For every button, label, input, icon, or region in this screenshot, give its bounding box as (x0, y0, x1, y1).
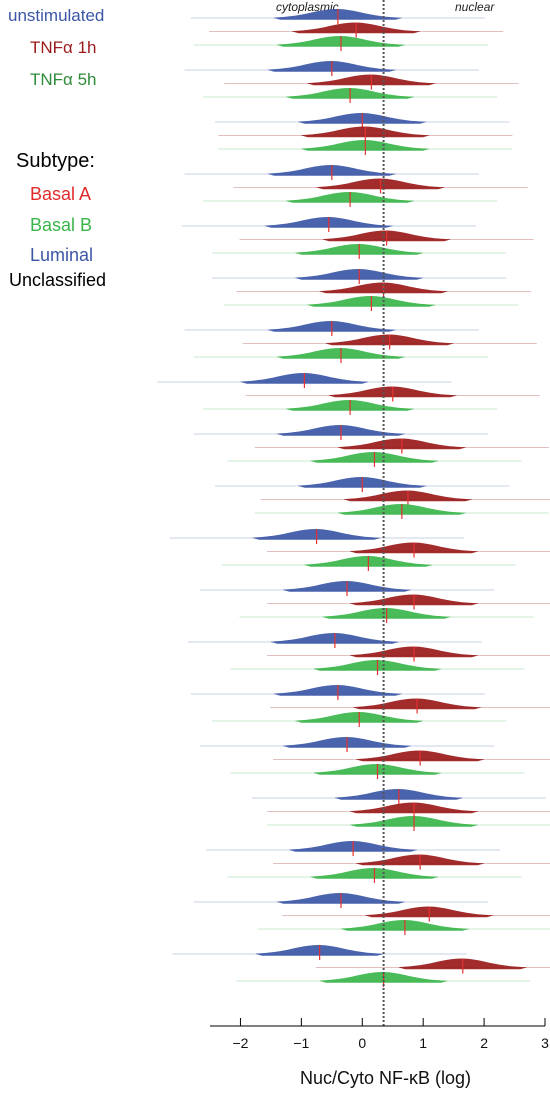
legend-item-tnf-1h: TNFα 1h (30, 38, 97, 58)
region-label-nuclear: nuclear (455, 0, 495, 14)
x-tick-label: 2 (480, 1035, 488, 1051)
x-tick-label: −1 (293, 1035, 309, 1051)
legend-label: TNFα 5h (30, 70, 97, 89)
subtype-title: Subtype: (16, 150, 95, 172)
legend-item-tnf-5h: TNFα 5h (30, 70, 97, 90)
subtype-basal-b: Basal B (30, 215, 93, 235)
subtype-unclassified: Unclassified (9, 270, 107, 290)
legend-label: TNFα 1h (30, 38, 97, 57)
x-tick-label: 0 (358, 1035, 366, 1051)
x-tick-label: −2 (232, 1035, 248, 1051)
subtype-basal-a: Basal A (30, 184, 92, 204)
legend-label: unstimulated (8, 6, 105, 25)
subtype-luminal: Luminal (30, 245, 94, 265)
x-tick-label: 3 (541, 1035, 549, 1051)
x-tick-label: 1 (419, 1035, 427, 1051)
legend-item-unstimulated: unstimulated (8, 6, 104, 26)
x-axis-label: Nuc/Cyto NF-κB (log) (300, 1068, 472, 1088)
